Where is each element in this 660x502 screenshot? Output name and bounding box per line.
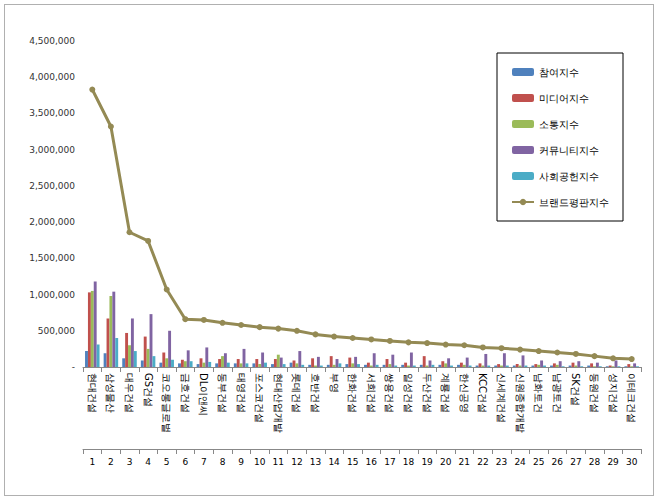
svg-text:4: 4 xyxy=(145,457,151,467)
svg-text:18: 18 xyxy=(403,457,415,467)
svg-text:7: 7 xyxy=(201,457,207,467)
svg-text:4,500,000: 4,500,000 xyxy=(29,36,75,46)
svg-text:4,000,000: 4,000,000 xyxy=(29,72,75,82)
svg-text:17: 17 xyxy=(384,457,395,467)
svg-text:22: 22 xyxy=(477,457,488,467)
svg-text:25: 25 xyxy=(533,457,544,467)
svg-text:20: 20 xyxy=(440,457,452,467)
svg-text:5: 5 xyxy=(164,457,170,467)
svg-text:부영: 부영 xyxy=(329,373,340,393)
svg-text:KCC건설: KCC건설 xyxy=(477,373,488,413)
svg-text:포스코건설: 포스코건설 xyxy=(254,373,265,423)
svg-text:500,000: 500,000 xyxy=(38,326,75,336)
svg-text:대우건설: 대우건설 xyxy=(124,373,135,413)
svg-text:태영건설: 태영건설 xyxy=(236,373,247,413)
svg-text:동원건설: 동원건설 xyxy=(589,373,600,413)
svg-text:남광토건: 남광토건 xyxy=(552,373,563,413)
svg-text:현대산업개발: 현대산업개발 xyxy=(273,373,284,433)
svg-text:소통지수: 소통지수 xyxy=(539,119,579,130)
svg-text:3,500,000: 3,500,000 xyxy=(29,108,75,118)
svg-text:2,000,000: 2,000,000 xyxy=(29,217,75,227)
svg-text:이테크건설: 이테크건설 xyxy=(626,373,637,423)
svg-text:16: 16 xyxy=(366,457,378,467)
svg-text:12: 12 xyxy=(291,457,302,467)
svg-text:참여지수: 참여지수 xyxy=(539,67,579,78)
svg-text:8: 8 xyxy=(220,457,226,467)
svg-text:21: 21 xyxy=(459,457,470,467)
svg-text:3,000,000: 3,000,000 xyxy=(29,145,75,155)
svg-text:28: 28 xyxy=(589,457,601,467)
svg-text:계룡건설: 계룡건설 xyxy=(440,373,451,413)
svg-text:미디어지수: 미디어지수 xyxy=(539,93,589,104)
svg-text:GS건설: GS건설 xyxy=(143,373,154,407)
svg-text:11: 11 xyxy=(273,457,284,467)
svg-text:성지건설: 성지건설 xyxy=(608,373,619,413)
svg-text:13: 13 xyxy=(310,457,321,467)
svg-text:금호건설: 금호건설 xyxy=(180,373,191,413)
svg-text:6: 6 xyxy=(182,457,188,467)
svg-text:24: 24 xyxy=(514,457,526,467)
svg-text:남화토건: 남화토건 xyxy=(533,373,544,413)
svg-text:동부건설: 동부건설 xyxy=(217,373,228,413)
svg-text:코오롱글로벌: 코오롱글로벌 xyxy=(161,373,172,433)
svg-text:신세계건설: 신세계건설 xyxy=(496,373,507,423)
svg-text:삼성물산: 삼성물산 xyxy=(105,373,116,413)
svg-text:DL이앤씨: DL이앤씨 xyxy=(198,373,209,416)
svg-text:SK건설: SK건설 xyxy=(570,373,581,406)
svg-text:29: 29 xyxy=(607,457,619,467)
svg-text:롯데건설: 롯데건설 xyxy=(291,373,302,413)
svg-text:일성건설: 일성건설 xyxy=(403,373,414,413)
svg-text:1,000,000: 1,000,000 xyxy=(29,290,75,300)
svg-text:9: 9 xyxy=(238,457,244,467)
svg-text:브랜드평판지수: 브랜드평판지수 xyxy=(539,197,609,208)
svg-text:신원종합개발: 신원종합개발 xyxy=(515,373,526,433)
svg-text:호반건설: 호반건설 xyxy=(310,373,321,413)
svg-text:서희건설: 서희건설 xyxy=(366,373,377,413)
svg-text:커뮤니티지수: 커뮤니티지수 xyxy=(539,145,599,156)
svg-text:19: 19 xyxy=(421,457,433,467)
svg-text:1,500,000: 1,500,000 xyxy=(29,253,75,263)
svg-text:15: 15 xyxy=(347,457,358,467)
svg-text:23: 23 xyxy=(496,457,507,467)
svg-text:쌍용건설: 쌍용건설 xyxy=(384,373,395,413)
svg-text:-: - xyxy=(72,362,75,372)
svg-text:2: 2 xyxy=(108,457,114,467)
svg-text:한화건설: 한화건설 xyxy=(347,373,358,413)
svg-text:한신공영: 한신공영 xyxy=(459,373,470,413)
svg-text:10: 10 xyxy=(254,457,266,467)
svg-text:26: 26 xyxy=(552,457,564,467)
svg-text:두산건설: 두산건설 xyxy=(422,373,433,413)
svg-text:사회공헌지수: 사회공헌지수 xyxy=(539,171,599,182)
svg-text:1: 1 xyxy=(89,457,95,467)
svg-text:2,500,000: 2,500,000 xyxy=(29,181,75,191)
svg-text:27: 27 xyxy=(570,457,581,467)
svg-text:현대건설: 현대건설 xyxy=(87,373,98,413)
svg-text:14: 14 xyxy=(328,457,340,467)
svg-text:30: 30 xyxy=(626,457,638,467)
svg-text:3: 3 xyxy=(127,457,133,467)
